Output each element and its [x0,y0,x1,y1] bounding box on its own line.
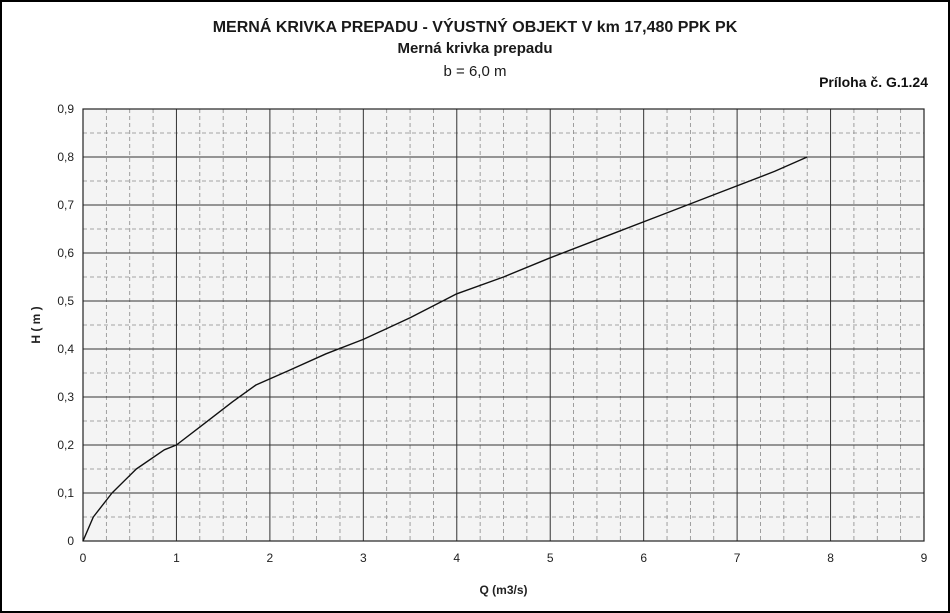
y-tick-label: 0,7 [57,198,74,212]
series-layer [82,156,808,542]
y-tick-label: 0,2 [57,438,74,452]
y-tick-label: 0,9 [57,102,74,116]
x-axis-label: Q (m3/s) [479,583,527,597]
x-tick-label: 7 [734,551,741,565]
x-tick-label: 1 [173,551,180,565]
x-tick-label: 5 [547,551,554,565]
y-tick-label: 0,8 [57,150,74,164]
x-tick-label: 6 [640,551,647,565]
plot-border [82,108,925,542]
x-tick-label: 9 [921,551,928,565]
y-tick-label: 0,1 [57,486,74,500]
y-axis-label: H ( m ) [29,306,43,343]
y-tick-label: 0,4 [57,342,74,356]
y-tick-label: 0,6 [57,246,74,260]
x-tick-label: 0 [80,551,87,565]
series-line [82,156,808,542]
x-tick-label: 8 [827,551,834,565]
chart-title: MERNÁ KRIVKA PREPADU - VÝUSTNÝ OBJEKT V … [212,19,738,36]
chart-parameter: b = 6,0 m [443,63,507,80]
x-tick-label: 4 [453,551,460,565]
x-tick-label: 2 [267,551,274,565]
y-tick-label: 0,5 [57,294,74,308]
x-tick-label: 3 [360,551,367,565]
grid [82,108,925,542]
y-tick-label: 0 [67,534,74,548]
tick-labels: 0 1 2 3 4 5 6 7 8 9 0 0,1 0,2 0,3 0,4 0,5 0,6 0,7 0,8 0,9 [57,102,927,565]
annex-label: Príloha č. G.1.24 [819,74,928,90]
y-tick-label: 0,3 [57,390,74,404]
chart-subtitle: Merná krivka prepadu [397,40,553,57]
